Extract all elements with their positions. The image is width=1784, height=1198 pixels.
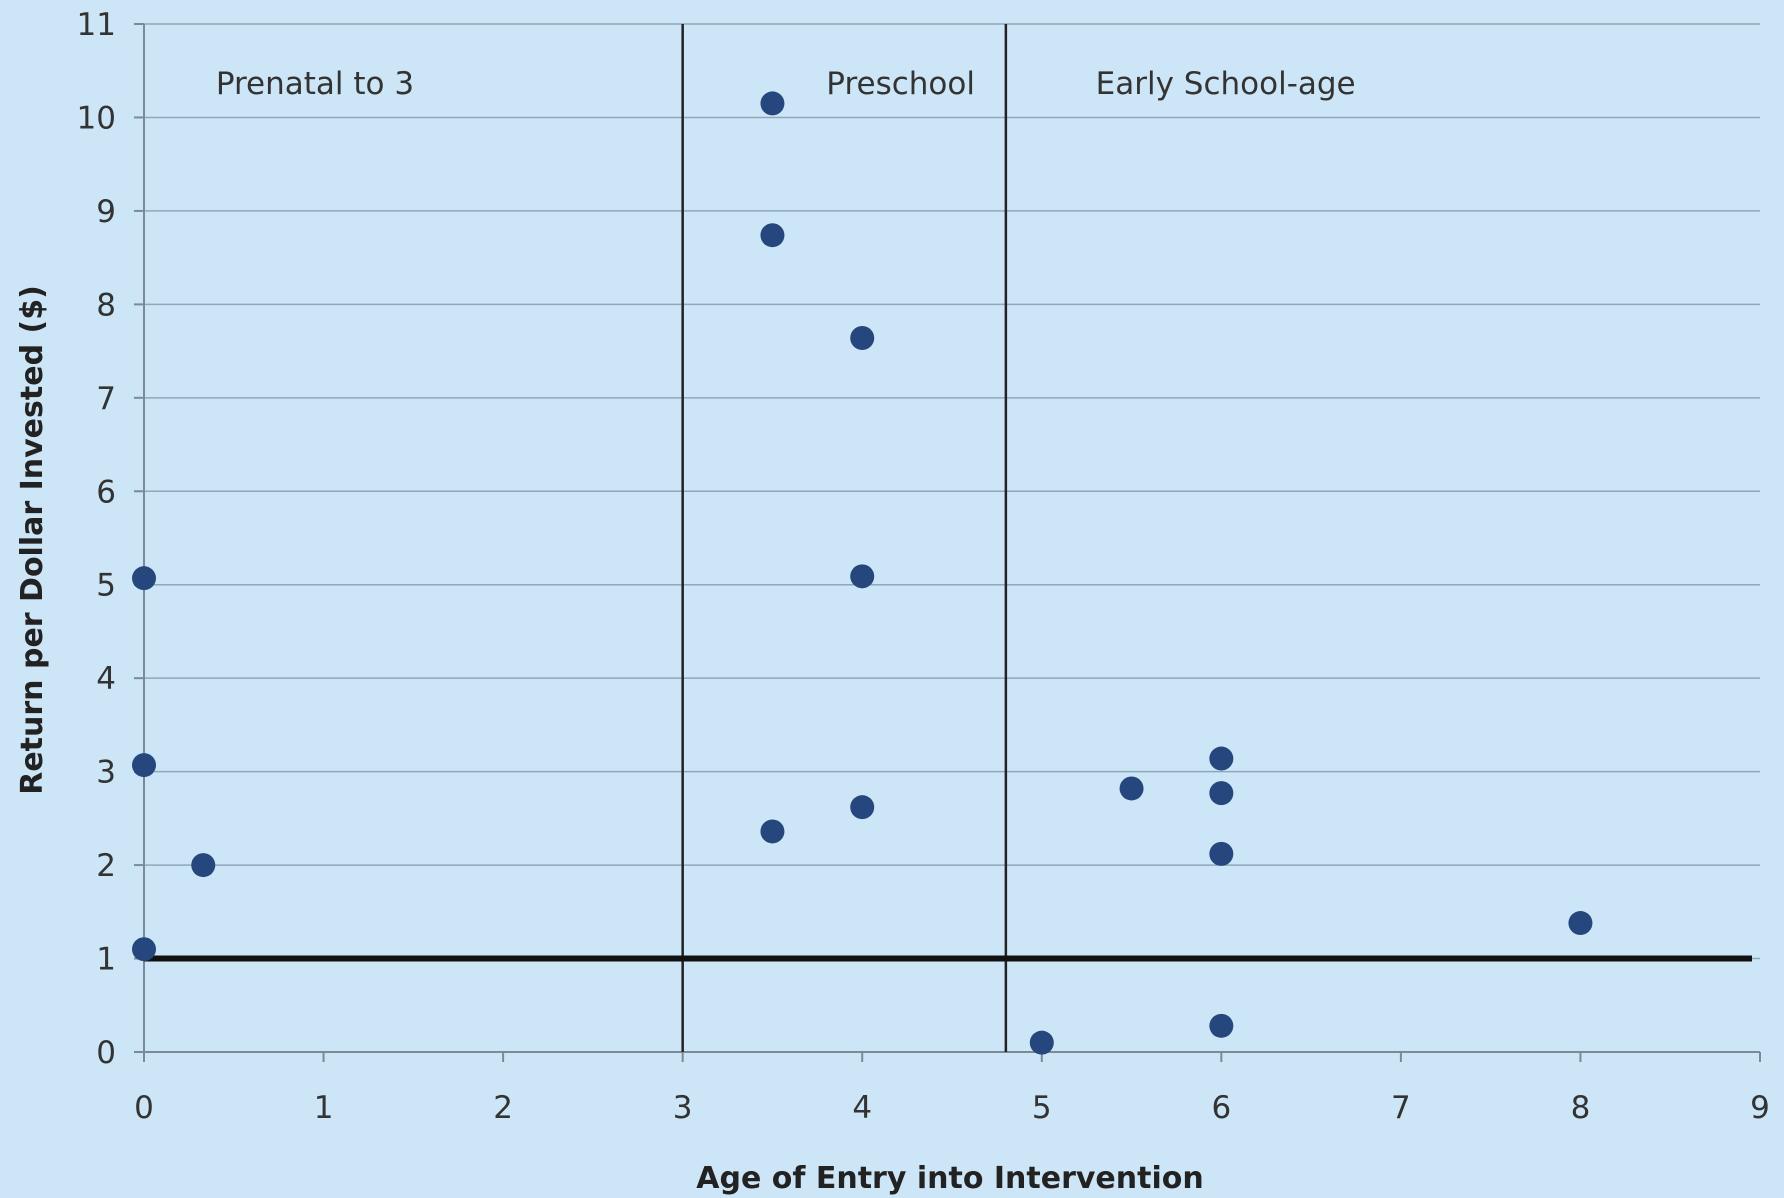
y-tick-label: 10 <box>77 100 116 136</box>
data-point <box>132 566 156 591</box>
data-point <box>132 937 156 962</box>
region-label: Early School-age <box>1096 66 1356 102</box>
data-point <box>1209 841 1234 866</box>
data-point <box>1209 1013 1234 1038</box>
data-point <box>850 326 875 351</box>
x-tick-label: 6 <box>1211 1090 1231 1126</box>
x-tick-label: 5 <box>1032 1090 1052 1126</box>
data-point <box>850 795 875 820</box>
data-point <box>760 223 785 248</box>
y-tick-label: 5 <box>96 568 116 604</box>
y-tick-label: 3 <box>96 755 116 791</box>
region-label: Preschool <box>826 66 975 102</box>
x-tick-label: 4 <box>852 1090 872 1126</box>
x-tick-label: 3 <box>673 1090 693 1126</box>
y-tick-label: 8 <box>96 287 116 323</box>
y-tick-label: 0 <box>96 1035 116 1071</box>
region-labels: Prenatal to 3 Preschool Early School-age <box>216 66 1356 102</box>
x-tick-label: 0 <box>134 1090 154 1126</box>
data-point <box>850 564 875 589</box>
y-tick-label: 1 <box>96 942 116 978</box>
data-point <box>1029 1030 1054 1055</box>
data-point <box>1119 776 1144 801</box>
period-dividers <box>681 24 1008 1052</box>
x-tick-label: 2 <box>493 1090 513 1126</box>
data-point <box>191 853 216 878</box>
x-tick-label: 8 <box>1571 1090 1591 1126</box>
x-axis-title: Age of Entry into Intervention <box>696 1161 1203 1196</box>
region-label: Prenatal to 3 <box>216 66 414 102</box>
y-tick-label: 4 <box>96 661 116 697</box>
y-tick-label: 11 <box>77 7 116 43</box>
x-tick-label: 7 <box>1391 1090 1411 1126</box>
data-point <box>1209 781 1234 806</box>
data-point <box>1568 911 1593 936</box>
data-points <box>132 91 1593 1055</box>
y-tick-label: 2 <box>96 848 116 884</box>
y-axis-title: Return per Dollar Invested ($) <box>15 285 50 795</box>
data-point <box>1209 746 1234 771</box>
y-tick-label: 9 <box>96 194 116 230</box>
tick-labels: 0 1 2 3 4 5 6 7 8 9 10 11 0 1 2 3 4 5 6 7 8 9 <box>77 7 1770 1126</box>
y-tick-label: 7 <box>96 381 116 417</box>
data-point <box>760 819 785 844</box>
x-tick-label: 9 <box>1750 1090 1770 1126</box>
data-point <box>760 91 785 116</box>
y-tick-label: 6 <box>96 474 116 510</box>
x-tick-label: 1 <box>314 1090 334 1126</box>
data-point <box>132 753 156 778</box>
